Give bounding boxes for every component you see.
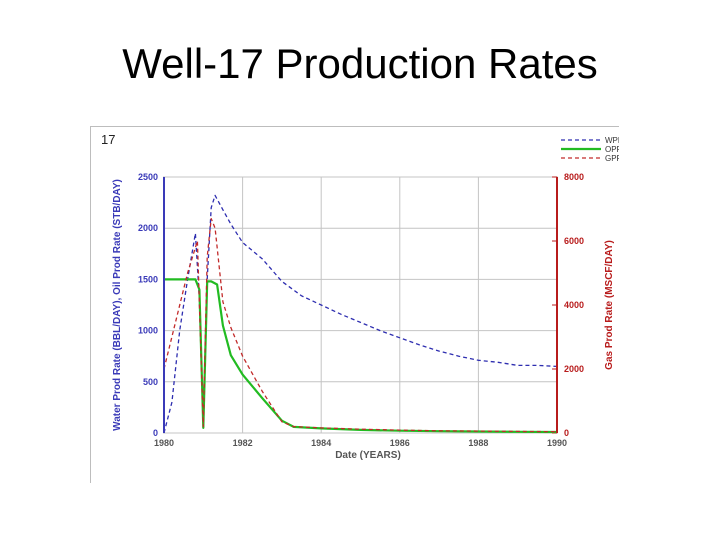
production-chart: 17 1980 1982 1984 1986 1988 1990 0 500 1000 1500… — [101, 132, 619, 461]
y-left-tick-label: 2000 — [138, 223, 158, 233]
y-right-tick-label: 2000 — [564, 364, 584, 374]
y-left-axis-label: Water Prod Rate (BBL/DAY), Oil Prod Rate… — [112, 179, 123, 431]
x-axis-label: Date (YEARS) — [335, 450, 401, 461]
slide-title: Well-17 Production Rates — [122, 40, 598, 87]
legend-label-opr: OPR — [605, 145, 619, 154]
x-tick-label: 1988 — [468, 438, 488, 448]
y-left-tick-label: 500 — [143, 377, 158, 387]
y-left-tick-label: 0 — [153, 428, 158, 438]
series-lines — [163, 194, 558, 434]
y-right-axis-label: Gas Prod Rate (MSCF/DAY) — [604, 240, 615, 370]
plot-area — [163, 176, 558, 434]
series-line-gpr — [163, 217, 558, 433]
x-tick-label: 1984 — [311, 438, 331, 448]
legend-label-gpr: GPR — [605, 154, 619, 163]
y-left-tick-label: 1000 — [138, 326, 158, 336]
production-chart-panel: 17 1980 1982 1984 1986 1988 1990 0 500 1000 1500… — [90, 126, 619, 483]
y-left-tick-label: 1500 — [138, 274, 158, 284]
x-tick-label: 1980 — [154, 438, 174, 448]
chart-legend: WPROPRGPR — [561, 136, 619, 163]
y-right-tick-label: 0 — [564, 428, 569, 438]
x-tick-label: 1986 — [390, 438, 410, 448]
panel-label: 17 — [101, 132, 115, 147]
y-right-tick-label: 8000 — [564, 172, 584, 182]
x-tick-labels: 1980 1982 1984 1986 1988 1990 — [154, 438, 567, 448]
y-left-tick-label: 2500 — [138, 172, 158, 182]
x-tick-label: 1990 — [547, 438, 567, 448]
x-tick-label: 1982 — [233, 438, 253, 448]
y-right-tick-label: 4000 — [564, 300, 584, 310]
legend-label-wpr: WPR — [605, 136, 619, 145]
y-right-tick-label: 6000 — [564, 236, 584, 246]
y-left-tick-labels: 0 500 1000 1500 2000 2500 — [138, 172, 158, 438]
